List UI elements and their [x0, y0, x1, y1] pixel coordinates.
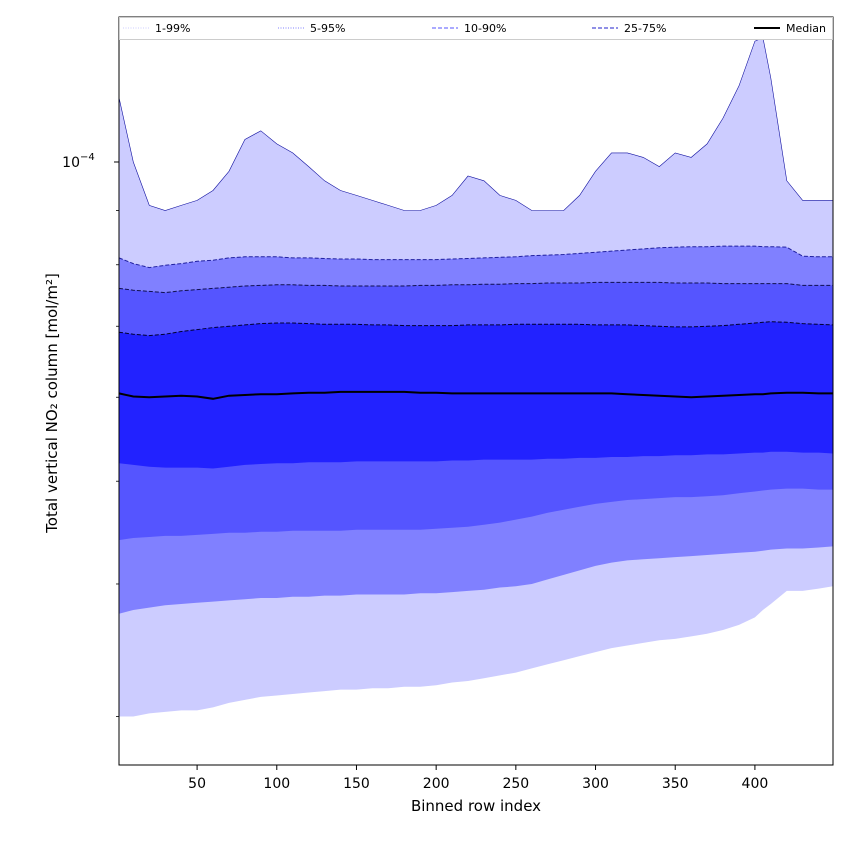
y-tick-label: 10	[62, 155, 80, 171]
y-axis: 10 −4	[62, 152, 119, 717]
legend-label: Median	[786, 22, 826, 35]
legend-label: 10-90%	[464, 22, 506, 35]
x-tick-label: 100	[263, 776, 290, 792]
y-axis-label: Total vertical NO₂ column [mol/m²]	[43, 273, 61, 534]
band-25-75%	[119, 321, 833, 469]
band-upper-25-75%	[118, 321, 834, 337]
legend: 1-99% 5-95% 10-90% 25-75% Median	[119, 17, 833, 40]
x-tick-label: 300	[582, 776, 609, 792]
band-layer	[119, 37, 833, 717]
band-upper-1-99%	[118, 37, 833, 211]
legend-label: 5-95%	[310, 22, 345, 35]
x-tick-label: 400	[742, 776, 769, 792]
y-tick-exponent: −4	[80, 152, 95, 163]
x-axis-label: Binned row index	[411, 797, 541, 815]
x-tick-label: 350	[662, 776, 689, 792]
band-upper-10-90%	[118, 281, 833, 294]
median-line	[118, 390, 833, 400]
x-tick-label: 150	[343, 776, 370, 792]
x-axis: 50 100 150 200 250 300 350 400	[188, 765, 768, 792]
legend-box	[119, 17, 833, 40]
x-tick-label: 200	[423, 776, 450, 792]
x-tick-label: 50	[188, 776, 206, 792]
x-tick-label: 250	[502, 776, 529, 792]
line-layer	[118, 37, 834, 400]
band-upper-5-95%	[118, 245, 833, 269]
legend-label: 25-75%	[624, 22, 666, 35]
legend-label: 1-99%	[155, 22, 190, 35]
